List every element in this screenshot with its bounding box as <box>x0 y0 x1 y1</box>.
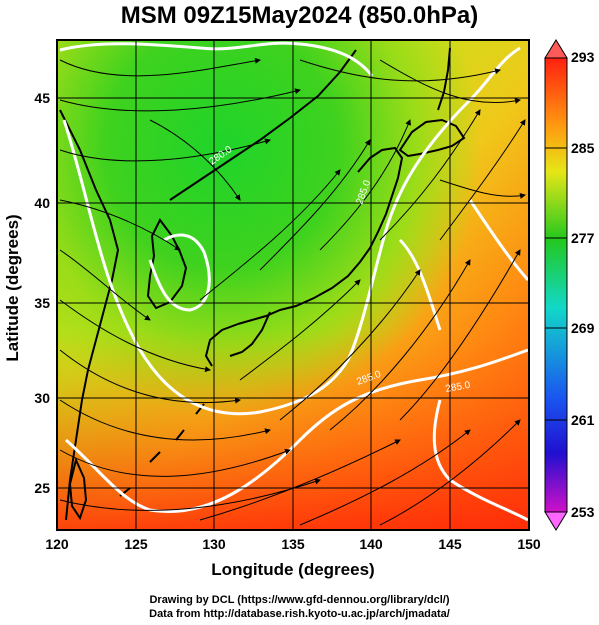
contour-label: 285.0 <box>445 380 472 395</box>
x-tick-label: 120 <box>45 536 69 552</box>
colorbar-label: 253 <box>571 504 595 520</box>
x-axis-tick-labels: 120 125 130 135 140 145 150 <box>45 536 541 552</box>
graticule <box>57 40 529 530</box>
x-tick-label: 145 <box>438 536 462 552</box>
y-axis-tick-labels: 25 30 35 40 45 <box>34 90 50 496</box>
temperature-field: 280.0 285.0 285.0 285.0 <box>57 40 529 530</box>
x-tick-label: 125 <box>124 536 148 552</box>
colorbar-label: 277 <box>571 230 595 246</box>
x-axis-title: Longitude (degrees) <box>211 560 374 579</box>
wind-streamlines <box>59 57 526 526</box>
y-tick-label: 25 <box>34 480 50 496</box>
x-tick-label: 150 <box>517 536 541 552</box>
colorbar-tick-labels: 293 285 277 269 261 253 <box>571 49 595 520</box>
x-tick-label: 130 <box>202 536 226 552</box>
y-tick-label: 40 <box>34 195 50 211</box>
coastlines <box>59 47 466 521</box>
colorbar <box>544 39 568 531</box>
x-tick-label: 140 <box>359 536 383 552</box>
y-tick-label: 30 <box>34 390 50 406</box>
x-axis-ticks <box>56 524 530 530</box>
y-tick-label: 45 <box>34 90 50 106</box>
credit-line-dcl: Drawing by DCL (https://www.gfd-dennou.o… <box>149 594 450 606</box>
map-figure: 280.0 285.0 285.0 285.0 120 125 130 135 … <box>3 39 595 579</box>
credit-line-data: Data from http://database.rish.kyoto-u.a… <box>149 608 450 620</box>
colorbar-label: 269 <box>571 320 595 336</box>
x-tick-label: 135 <box>281 536 305 552</box>
map-title: MSM 09Z15May2024 (850.0hPa) <box>120 2 479 29</box>
colorbar-label: 285 <box>571 140 595 156</box>
y-axis-title: Latitude (degrees) <box>3 214 22 361</box>
colorbar-label: 293 <box>571 49 595 65</box>
colorbar-label: 261 <box>571 412 595 428</box>
y-tick-label: 35 <box>34 295 50 311</box>
